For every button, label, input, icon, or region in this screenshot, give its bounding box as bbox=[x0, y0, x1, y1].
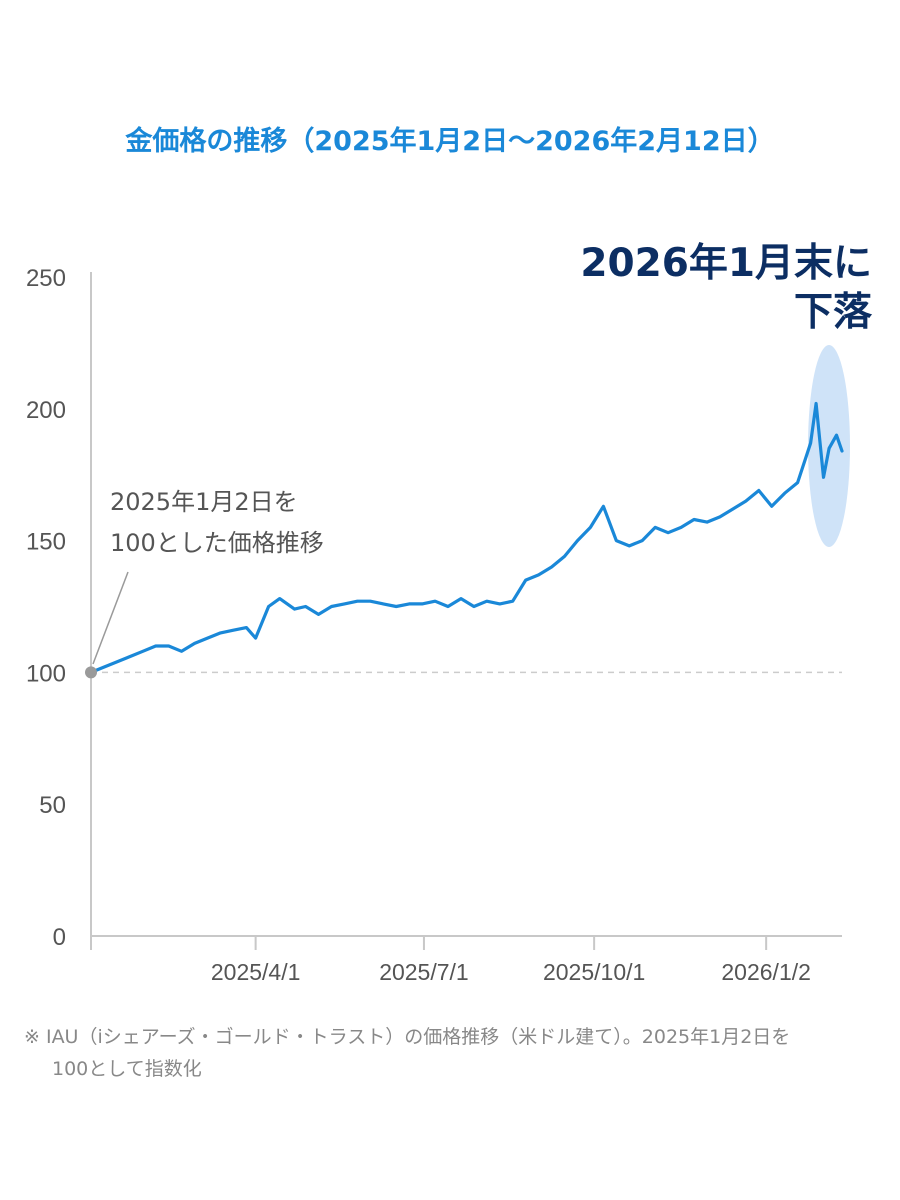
chart-title: 金価格の推移（2025年1月2日〜2026年2月12日） bbox=[124, 125, 774, 157]
y-tick-label: 150 bbox=[26, 529, 66, 556]
y-ticks: 0 50 100 150 200 250 bbox=[26, 265, 66, 951]
footnote-line-2: 100として指数化 bbox=[52, 1058, 202, 1080]
y-tick-label: 200 bbox=[26, 397, 66, 424]
x-ticks: 2025/4/1 2025/7/1 2025/10/1 2026/1/2 bbox=[90, 936, 811, 985]
start-annotation-line-1: 2025年1月2日を bbox=[110, 488, 298, 516]
footnote-line-1: ※ IAU（iシェアーズ・ゴールド・トラスト）の価格推移（米ドル建て）。2025… bbox=[24, 1026, 790, 1048]
start-annotation-line-2: 100とした価格推移 bbox=[110, 529, 324, 557]
x-tick-label: 2025/4/1 bbox=[211, 959, 301, 985]
x-tick-label: 2026/1/2 bbox=[721, 959, 811, 985]
x-tick-label: 2025/7/1 bbox=[379, 959, 469, 985]
annotation-pointer-line bbox=[92, 571, 129, 665]
y-tick-label: 250 bbox=[26, 265, 66, 292]
y-tick-label: 50 bbox=[39, 792, 66, 819]
drop-annotation-line-1: 2026年1月末に bbox=[580, 241, 872, 286]
start-point-marker bbox=[85, 666, 97, 679]
series-line bbox=[89, 401, 844, 674]
drop-annotation-line-2: 下落 bbox=[794, 290, 873, 335]
y-tick-label: 100 bbox=[26, 660, 66, 687]
x-tick-label: 2025/10/1 bbox=[543, 959, 645, 985]
y-tick-label: 0 bbox=[53, 924, 66, 951]
